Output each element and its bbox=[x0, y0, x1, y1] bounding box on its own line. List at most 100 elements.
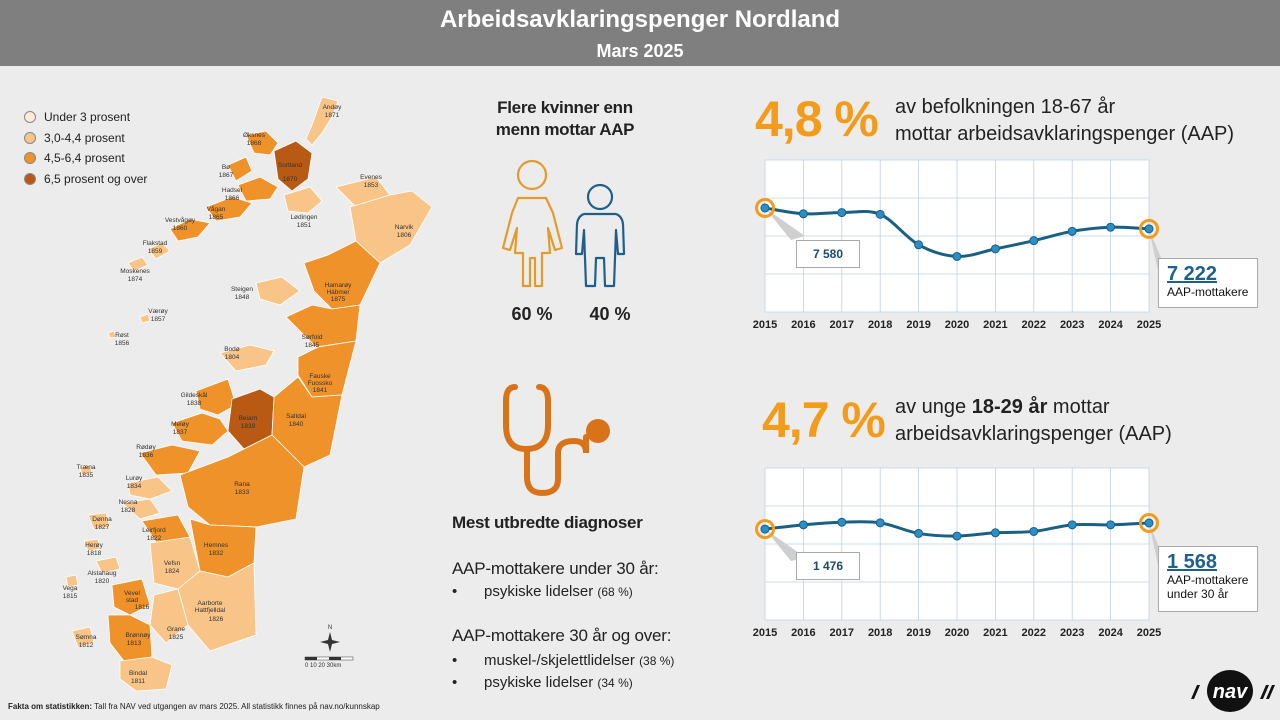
data-point bbox=[875, 518, 885, 528]
map-code: 1848 bbox=[235, 294, 250, 301]
region-alstahaug bbox=[95, 556, 121, 574]
men-percent: 40 % bbox=[589, 304, 631, 324]
map-label: Saltdal bbox=[286, 413, 306, 420]
map-code: 1820 bbox=[95, 578, 110, 585]
legend-label: 6,5 prosent og over bbox=[44, 171, 148, 186]
page-title: Arbeidsavklaringspenger Nordland bbox=[439, 6, 841, 33]
x-tick-label: 2018 bbox=[867, 627, 893, 639]
data-point bbox=[1067, 226, 1077, 236]
stat2-description: av unge 18-29 år mottar arbeidsavklaring… bbox=[895, 394, 1172, 448]
stat2-line: arbeidsavklaringspenger (AAP) bbox=[895, 423, 1172, 445]
map-label: Leirfjord bbox=[142, 527, 166, 534]
region-bindal bbox=[119, 656, 173, 692]
map-label: Bodø bbox=[224, 346, 240, 353]
map-label: Dønna bbox=[92, 516, 112, 523]
map-label: Hemnes bbox=[204, 542, 229, 549]
data-point bbox=[1106, 222, 1116, 232]
x-tick-label: 2016 bbox=[791, 319, 816, 331]
diagnoses-group-header: AAP-mottakere 30 år og over: bbox=[452, 626, 672, 645]
map-code: 1853 bbox=[364, 182, 379, 189]
data-point bbox=[1144, 518, 1154, 528]
map-label: Røst bbox=[115, 332, 129, 339]
region-trana bbox=[79, 464, 93, 476]
data-point bbox=[1029, 236, 1039, 246]
gender-icons bbox=[501, 159, 626, 288]
diagnosis-name: psykiske lidelser bbox=[484, 583, 594, 600]
chart1-end-value: 7 222 bbox=[1167, 263, 1218, 285]
map-label: Vestvågøy bbox=[165, 216, 196, 224]
chart2-svg bbox=[755, 467, 1169, 621]
x-tick-label: 2021 bbox=[983, 319, 1008, 331]
chart2-end-box: 1 568 AAP-mottakere under 30 år bbox=[1158, 546, 1258, 612]
legend-item: 6,5 prosent og over bbox=[24, 171, 147, 192]
legend-label: 4,5-6,4 prosent bbox=[44, 151, 125, 165]
diagnoses-list-item: • psykiske lidelser (34 %) bbox=[452, 674, 633, 691]
map-label: Værøy bbox=[148, 308, 168, 315]
chart2-start-label: 1 476 bbox=[796, 552, 860, 580]
stat1-description: av befolkningen 18-67 år mottar arbeidsa… bbox=[895, 94, 1234, 148]
map-label: Flakstad bbox=[143, 240, 168, 247]
region-sortland bbox=[273, 140, 313, 192]
legend-item: 3,0-4,4 prosent bbox=[24, 130, 147, 151]
map-label: Steigen bbox=[231, 286, 253, 293]
nav-logo: nav bbox=[1191, 670, 1275, 712]
region-vagan bbox=[205, 196, 253, 222]
diagnosis-name: psykiske lidelser bbox=[484, 674, 594, 691]
map-code: 1834 bbox=[127, 483, 142, 490]
map-code: 1860 bbox=[173, 225, 188, 232]
callout-pointer bbox=[765, 207, 805, 240]
highlight-ring bbox=[755, 197, 775, 218]
scale-label: 0 10 20 30km bbox=[305, 663, 341, 669]
gender-title: Flere kvinner enn menn mottar AAP bbox=[470, 97, 660, 141]
chart1-svg bbox=[755, 159, 1169, 313]
data-point bbox=[952, 531, 962, 541]
map-label: Sortland bbox=[278, 162, 303, 169]
map-code: 1827 bbox=[95, 524, 110, 531]
chart1-start-label: 7 580 bbox=[796, 240, 860, 268]
bullet: • bbox=[452, 583, 458, 600]
map-code: 1825 bbox=[169, 634, 184, 641]
scale-bar: 0 10 20 30km bbox=[304, 656, 354, 669]
region-bodo bbox=[219, 344, 275, 372]
footer-note: Fakta om statistikken: Tall fra NAV ved … bbox=[8, 702, 380, 711]
map-code: 1818 bbox=[87, 550, 102, 557]
map-label: Bø bbox=[222, 164, 230, 171]
stat2-line: av unge 18-29 år mottar bbox=[895, 394, 1172, 421]
chart1-end-label: AAP-mottakere bbox=[1167, 285, 1249, 299]
map-label: Vågan bbox=[207, 205, 226, 213]
map-label: Herøy bbox=[85, 542, 103, 549]
x-tick-label: 2015 bbox=[752, 319, 778, 331]
diagnosis-name: muskel-/skjelettlidelser bbox=[484, 652, 635, 669]
region-hattfjelldal bbox=[177, 562, 257, 652]
data-point bbox=[914, 240, 924, 250]
diagnosis-percent: (34 %) bbox=[597, 676, 633, 690]
x-tick-label: 2022 bbox=[1021, 319, 1047, 331]
footer-bold: Fakta om statistikken: bbox=[8, 702, 93, 711]
stat1-big-percent: 4,8 % bbox=[755, 91, 879, 147]
nordland-map: Andøy 1871 Øksnes 1868 Bø 1867 Sortland … bbox=[63, 96, 433, 692]
region-gildeskal bbox=[195, 378, 237, 416]
callout-pointer bbox=[765, 529, 805, 562]
male-person-icon bbox=[574, 183, 626, 288]
map-code: 1839 bbox=[241, 423, 256, 430]
map-code: 1859 bbox=[148, 248, 163, 255]
map-code: 1836 bbox=[139, 452, 154, 459]
stat2-text: mottar bbox=[1047, 396, 1110, 418]
map-label: Brønnøy bbox=[126, 632, 152, 639]
map-code: 1867 bbox=[219, 172, 234, 179]
map-code: 1868 bbox=[247, 140, 262, 147]
map-code: 1806 bbox=[397, 232, 412, 239]
legend-label: Under 3 prosent bbox=[44, 110, 131, 124]
x-tick-label: 2022 bbox=[1021, 627, 1047, 639]
gender-title-line: menn mottar AAP bbox=[495, 120, 635, 139]
data-point bbox=[1144, 224, 1154, 234]
chart1-end-box: 7 222 AAP-mottakere bbox=[1158, 258, 1258, 308]
map-label: Gildeskål bbox=[181, 391, 208, 399]
map-label: Aarborte bbox=[198, 600, 223, 607]
diagnosis-percent: (68 %) bbox=[597, 585, 633, 599]
map-code: 1824 bbox=[165, 568, 180, 575]
map-code: 1870 bbox=[283, 176, 298, 183]
map-code: 1828 bbox=[121, 507, 136, 514]
legend-swatch bbox=[24, 111, 36, 123]
x-tick-label: 2023 bbox=[1059, 627, 1085, 639]
